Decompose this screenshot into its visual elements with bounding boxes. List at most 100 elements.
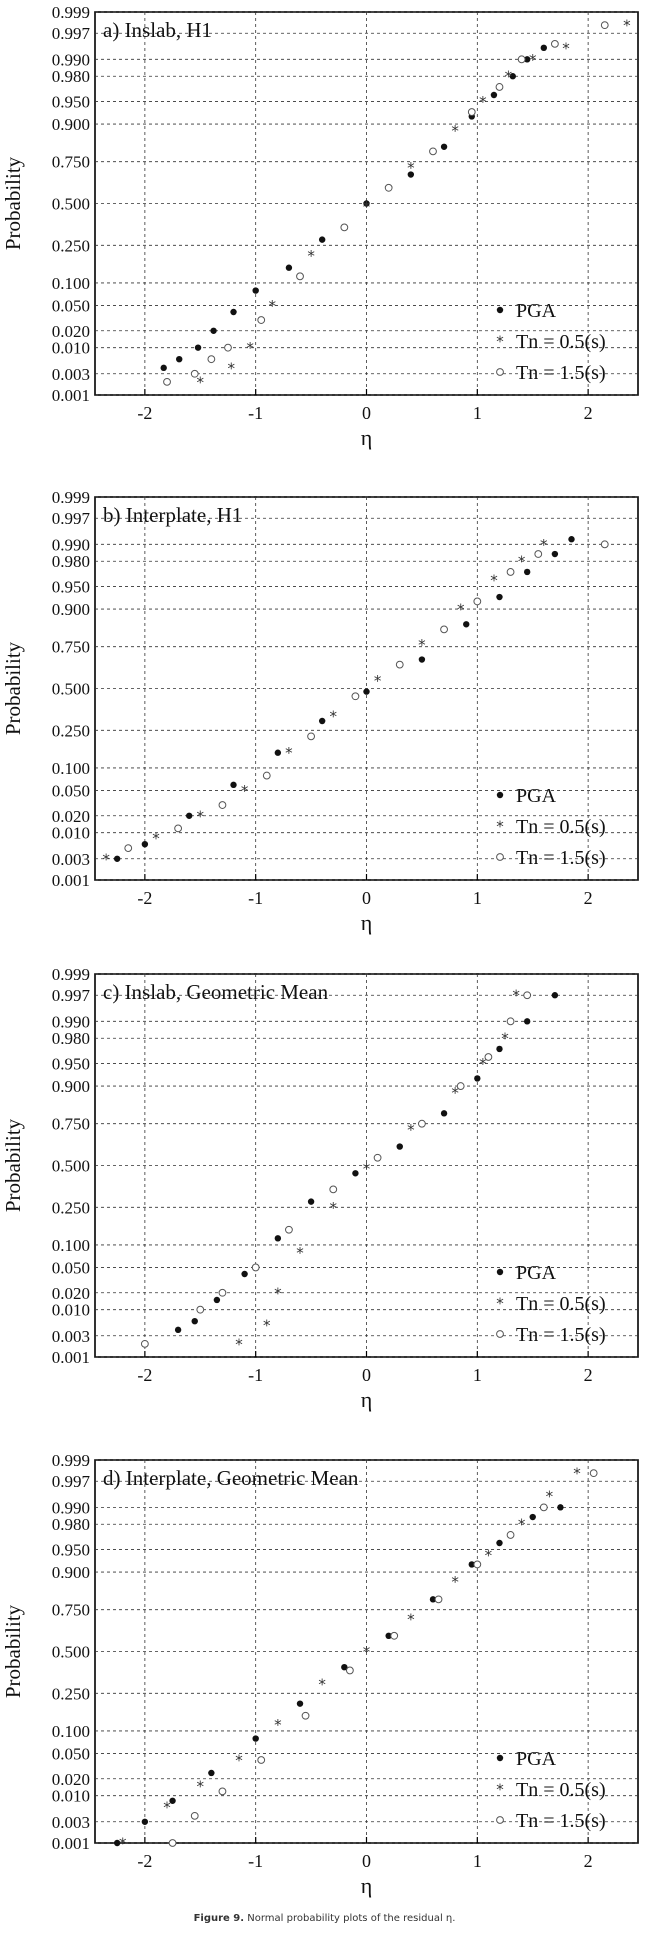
y-tick-label: 0.990: [52, 535, 90, 554]
chart-title: c) Inslab, Geometric Mean: [103, 980, 329, 1004]
data-point: *: [307, 247, 315, 265]
legend-marker: *: [496, 1781, 504, 1799]
y-tick-label: 0.999: [52, 965, 90, 984]
y-tick-label: 0.997: [52, 509, 91, 528]
legend-marker: *: [496, 818, 504, 836]
legend-marker: [496, 791, 504, 799]
y-tick-label: 0.010: [52, 1301, 90, 1320]
y-tick-label: 0.980: [52, 1515, 90, 1534]
data-point: [196, 1305, 205, 1314]
data-point: *: [285, 744, 293, 762]
data-point: [396, 1143, 403, 1150]
data-point: [506, 1017, 515, 1026]
y-tick-label: 0.950: [52, 1541, 90, 1560]
y-tick-label: 0.020: [52, 807, 90, 826]
data-point: [429, 1596, 437, 1603]
y-tick-label: 0.001: [52, 871, 90, 890]
y-tick-label: 0.250: [52, 236, 90, 255]
y-tick-label: 0.500: [52, 1157, 90, 1176]
data-point: *: [363, 1160, 371, 1178]
data-point: [218, 1288, 227, 1297]
data-point: [345, 1666, 354, 1675]
data-point: [468, 1561, 475, 1568]
data-point: *: [562, 39, 570, 57]
data-point: *: [479, 1055, 487, 1073]
x-tick-label: 2: [584, 403, 593, 423]
data-point: [190, 1811, 199, 1820]
y-tick-label: 0.999: [52, 488, 90, 507]
data-point: [474, 1075, 481, 1082]
data-point: [113, 1839, 121, 1847]
data-point: *: [330, 1199, 338, 1217]
data-point: *: [451, 1084, 459, 1102]
x-tick-label: 0: [362, 1851, 371, 1871]
data-point: [440, 1110, 448, 1117]
y-tick-label: 0.003: [52, 1813, 90, 1832]
series-asterisk: * * * * * * * * * * * * *: [197, 17, 632, 392]
data-point: [318, 236, 326, 243]
data-point: [434, 1595, 443, 1604]
x-tick-label: 2: [584, 1851, 593, 1871]
data-point: [141, 840, 149, 848]
data-point: *: [330, 707, 338, 725]
x-tick-label: -2: [137, 1851, 152, 1871]
data-point: [230, 308, 237, 316]
data-point: [140, 1339, 149, 1348]
y-axis-label: Probability: [1, 156, 25, 250]
y-tick-label: 0.050: [52, 1744, 90, 1763]
data-point: [176, 355, 183, 363]
y-tick-label: 0.020: [52, 1770, 90, 1789]
x-axis-label: η: [361, 1873, 373, 1898]
y-tick-label: 0.500: [52, 1643, 90, 1662]
data-point: *: [235, 1335, 243, 1353]
y-tick-label: 0.010: [52, 339, 90, 358]
data-point: [168, 1839, 177, 1847]
data-point: [257, 316, 266, 324]
y-tick-label: 0.997: [52, 986, 91, 1005]
data-point: *: [197, 1777, 205, 1795]
data-point: [241, 1270, 248, 1278]
y-tick-label: 0.999: [52, 3, 90, 22]
series-open-circle: [163, 21, 609, 386]
data-point: *: [451, 122, 459, 140]
y-tick-label: 0.010: [52, 824, 90, 843]
data-point: [496, 1539, 503, 1547]
y-tick-label: 0.999: [52, 1451, 90, 1470]
data-point: [484, 1053, 493, 1061]
y-tick-label: 0.100: [52, 759, 90, 778]
legend-label: PGA: [516, 1748, 557, 1770]
data-point: [407, 171, 415, 178]
x-tick-label: 2: [584, 888, 593, 908]
data-point: [473, 1560, 482, 1569]
chart-title: b) Interplate, H1: [103, 503, 242, 527]
legend-marker: [496, 853, 504, 861]
x-tick-label: 2: [584, 1365, 593, 1385]
data-point: [418, 656, 426, 663]
data-point: [490, 91, 498, 99]
data-point: *: [246, 339, 254, 357]
data-point: [190, 369, 199, 378]
data-point: [506, 1531, 515, 1539]
y-tick-label: 0.980: [52, 552, 90, 571]
data-point: [523, 1018, 531, 1025]
x-tick-label: -2: [137, 403, 152, 423]
data-point: [208, 1769, 215, 1777]
data-point: [174, 824, 183, 833]
data-point: [296, 272, 304, 281]
y-tick-label: 0.250: [52, 1198, 90, 1217]
y-tick-label: 0.001: [52, 1834, 90, 1853]
data-point: *: [479, 93, 487, 111]
data-point: [163, 377, 171, 386]
data-point: [301, 1711, 310, 1720]
series-asterisk: * * * * * * * * * * * *: [102, 536, 548, 868]
legend-label: PGA: [516, 785, 557, 807]
data-point: [523, 991, 532, 1000]
data-point: [185, 812, 193, 819]
caption-text: Normal probability plots of the residual…: [247, 1913, 456, 1924]
data-point: *: [228, 359, 236, 377]
data-point: [124, 844, 133, 853]
series-asterisk: * * * * * * * * * * * * *: [119, 1465, 581, 1853]
data-point: *: [363, 1643, 371, 1661]
